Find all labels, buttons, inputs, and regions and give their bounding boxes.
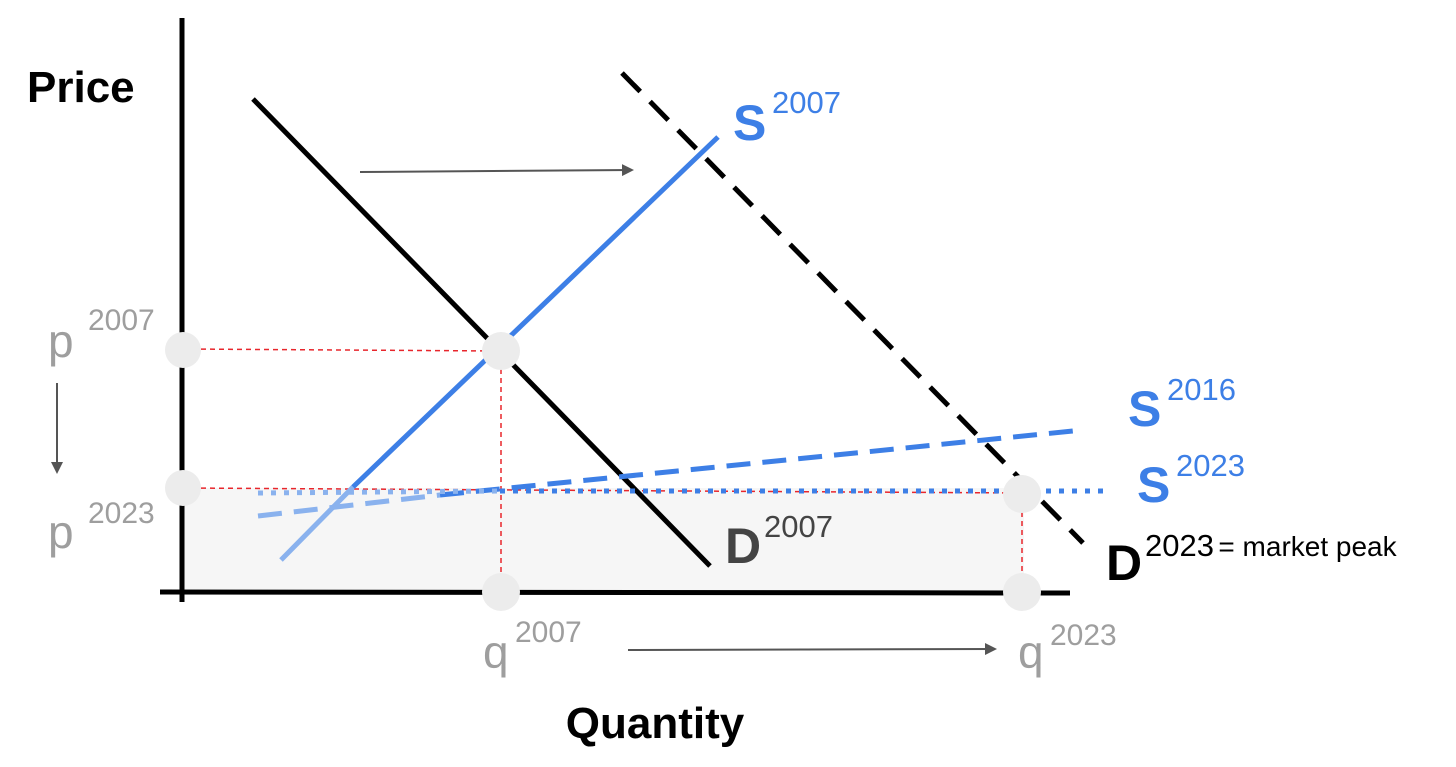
- marker-equilibrium-2023: [1003, 475, 1041, 513]
- y-axis-title: Price: [27, 63, 135, 112]
- curve-label-s2016: S 2016: [1128, 372, 1236, 437]
- marker-q2007: [482, 573, 520, 611]
- demand-shift-arrow: [359, 164, 634, 177]
- market-region-shade: [182, 488, 1024, 592]
- marker-equilibrium-2007: [482, 332, 520, 370]
- curve-label-d2007: D 2007: [725, 509, 833, 574]
- tick-label-q2023: q 2023: [1018, 619, 1117, 678]
- tick-label-q2007: q 2007: [483, 616, 582, 678]
- curve-label-s2007: S 2007: [733, 85, 841, 151]
- marker-q2023: [1003, 573, 1041, 611]
- guide-p2023: [182, 487, 1023, 494]
- x-axis: [159, 589, 1071, 596]
- supply-curve-2016: [439, 427, 1084, 498]
- demand-curve-2007: [251, 97, 712, 568]
- curve-label-d2023: D 2023 = market peak: [1106, 528, 1398, 591]
- marker-p2007: [165, 332, 201, 368]
- demand-curve-2023: [620, 71, 1085, 545]
- tick-label-p2023: p 2023: [48, 497, 155, 558]
- supply-curve-2016-lower: [257, 492, 441, 519]
- supply-curve-2007-lower: [279, 485, 355, 562]
- curve-label-s2023: S 2023: [1137, 448, 1245, 513]
- marker-p2023: [165, 470, 201, 506]
- guide-p2007: [182, 348, 501, 352]
- quantity-increase-arrow: [627, 643, 997, 656]
- supply-curve-2023-lower: [257, 488, 501, 496]
- x-axis-title: Quantity: [566, 699, 745, 748]
- tick-label-p2007: p 2007: [48, 304, 155, 367]
- supply-curve-2007: [351, 135, 720, 489]
